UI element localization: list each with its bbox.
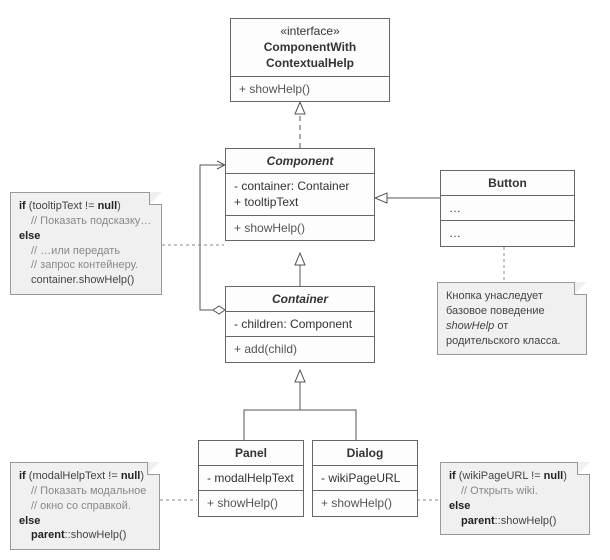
class-component: Component - container: Container + toolt… [225,148,375,241]
class-interface: «interface» ComponentWith ContextualHelp… [230,18,390,102]
attr: - wikiPageURL [313,466,417,491]
attr: - children: Component [226,312,374,337]
note-fold-icon [149,192,162,205]
note-dialog: if (wikiPageURL != null) // Открыть wiki… [440,462,590,535]
note-fold-icon [577,462,590,475]
class-name: Dialog [313,441,417,466]
note-fold-icon [147,462,160,475]
class-button: Button … … [440,170,575,247]
attr: - modalHelpText [199,466,303,491]
method: + add(child) [226,337,374,361]
attr: + tooltipText [234,194,366,210]
method: + showHelp() [226,216,374,240]
class-name: Button [441,171,574,196]
class-name-line2: ContextualHelp [239,55,381,71]
class-panel: Panel - modalHelpText + showHelp() [198,440,304,517]
row: … [441,221,574,245]
note-button: Кнопка унаследует базовое поведение show… [437,282,587,355]
note-fold-icon [574,282,587,295]
row: … [441,196,574,221]
method: + showHelp() [231,77,389,101]
note-component: if (tooltipText != null) // Показать под… [10,192,162,295]
note-panel: if (modalHelpText != null) // Показать м… [10,462,160,550]
stereotype: «interface» [239,23,381,39]
class-container: Container - children: Component + add(ch… [225,286,375,363]
class-dialog: Dialog - wikiPageURL + showHelp() [312,440,418,517]
class-name: Component [226,149,374,174]
class-name: Panel [199,441,303,466]
class-name-line1: ComponentWith [239,39,381,55]
attr: - container: Container [234,178,366,194]
method: + showHelp() [199,491,303,515]
method: + showHelp() [313,491,417,515]
class-name: Container [226,287,374,312]
